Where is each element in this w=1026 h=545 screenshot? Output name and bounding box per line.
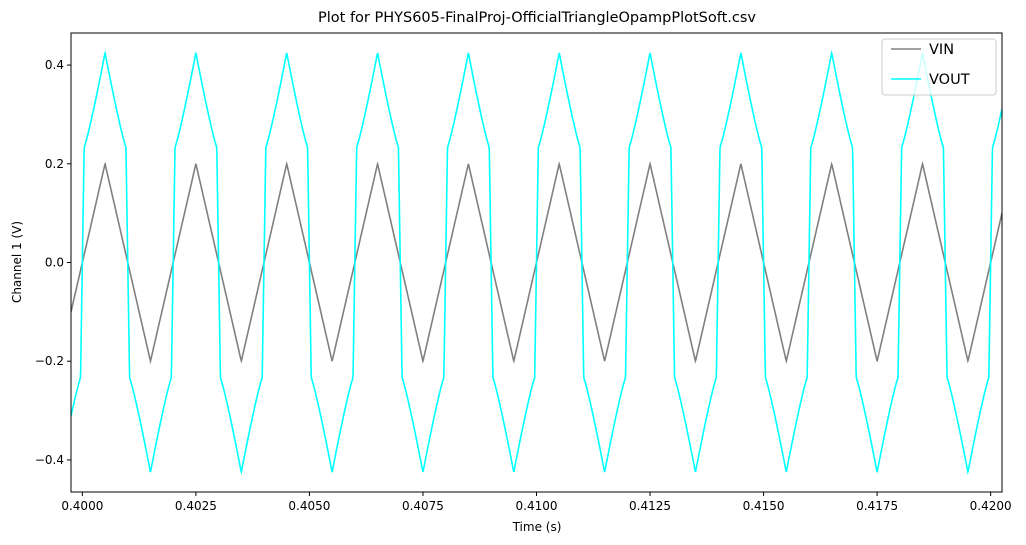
y-tick-label: −0.4: [35, 453, 64, 467]
x-tick-label: 0.4025: [175, 499, 217, 513]
x-tick-label: 0.4150: [743, 499, 785, 513]
y-tick-label: 0.0: [45, 256, 64, 270]
x-tick-label: 0.4050: [288, 499, 330, 513]
legend-box: [881, 38, 997, 96]
legend-label-vout: VOUT: [929, 72, 970, 88]
y-axis-label: Channel 1 (V): [10, 221, 24, 303]
x-tick-label: 0.4100: [516, 499, 558, 513]
y-axis: −0.4 −0.2 0.0 0.2 0.4: [35, 58, 71, 467]
x-axis: 0.4000 0.4025 0.4050 0.4075 0.4100 0.4125 0.41…: [61, 492, 1012, 513]
plot-lines: [71, 50, 1002, 475]
x-tick-label: 0.4000: [61, 499, 103, 513]
x-tick-label: 0.4125: [629, 499, 671, 513]
legend-label-vin: VIN: [929, 42, 954, 58]
legend: VIN VOUT: [881, 38, 997, 96]
x-tick-label: 0.4075: [402, 499, 444, 513]
y-tick-label: −0.2: [35, 354, 64, 368]
chart-title: Plot for PHYS605-FinalProj-OfficialTrian…: [318, 10, 756, 26]
y-tick-label: 0.2: [45, 157, 64, 171]
y-tick-label: 0.4: [45, 58, 64, 72]
x-tick-label: 0.4200: [970, 499, 1012, 513]
series-line-vout: [71, 50, 1002, 475]
x-tick-label: 0.4175: [856, 499, 898, 513]
x-axis-label: Time (s): [512, 520, 562, 534]
